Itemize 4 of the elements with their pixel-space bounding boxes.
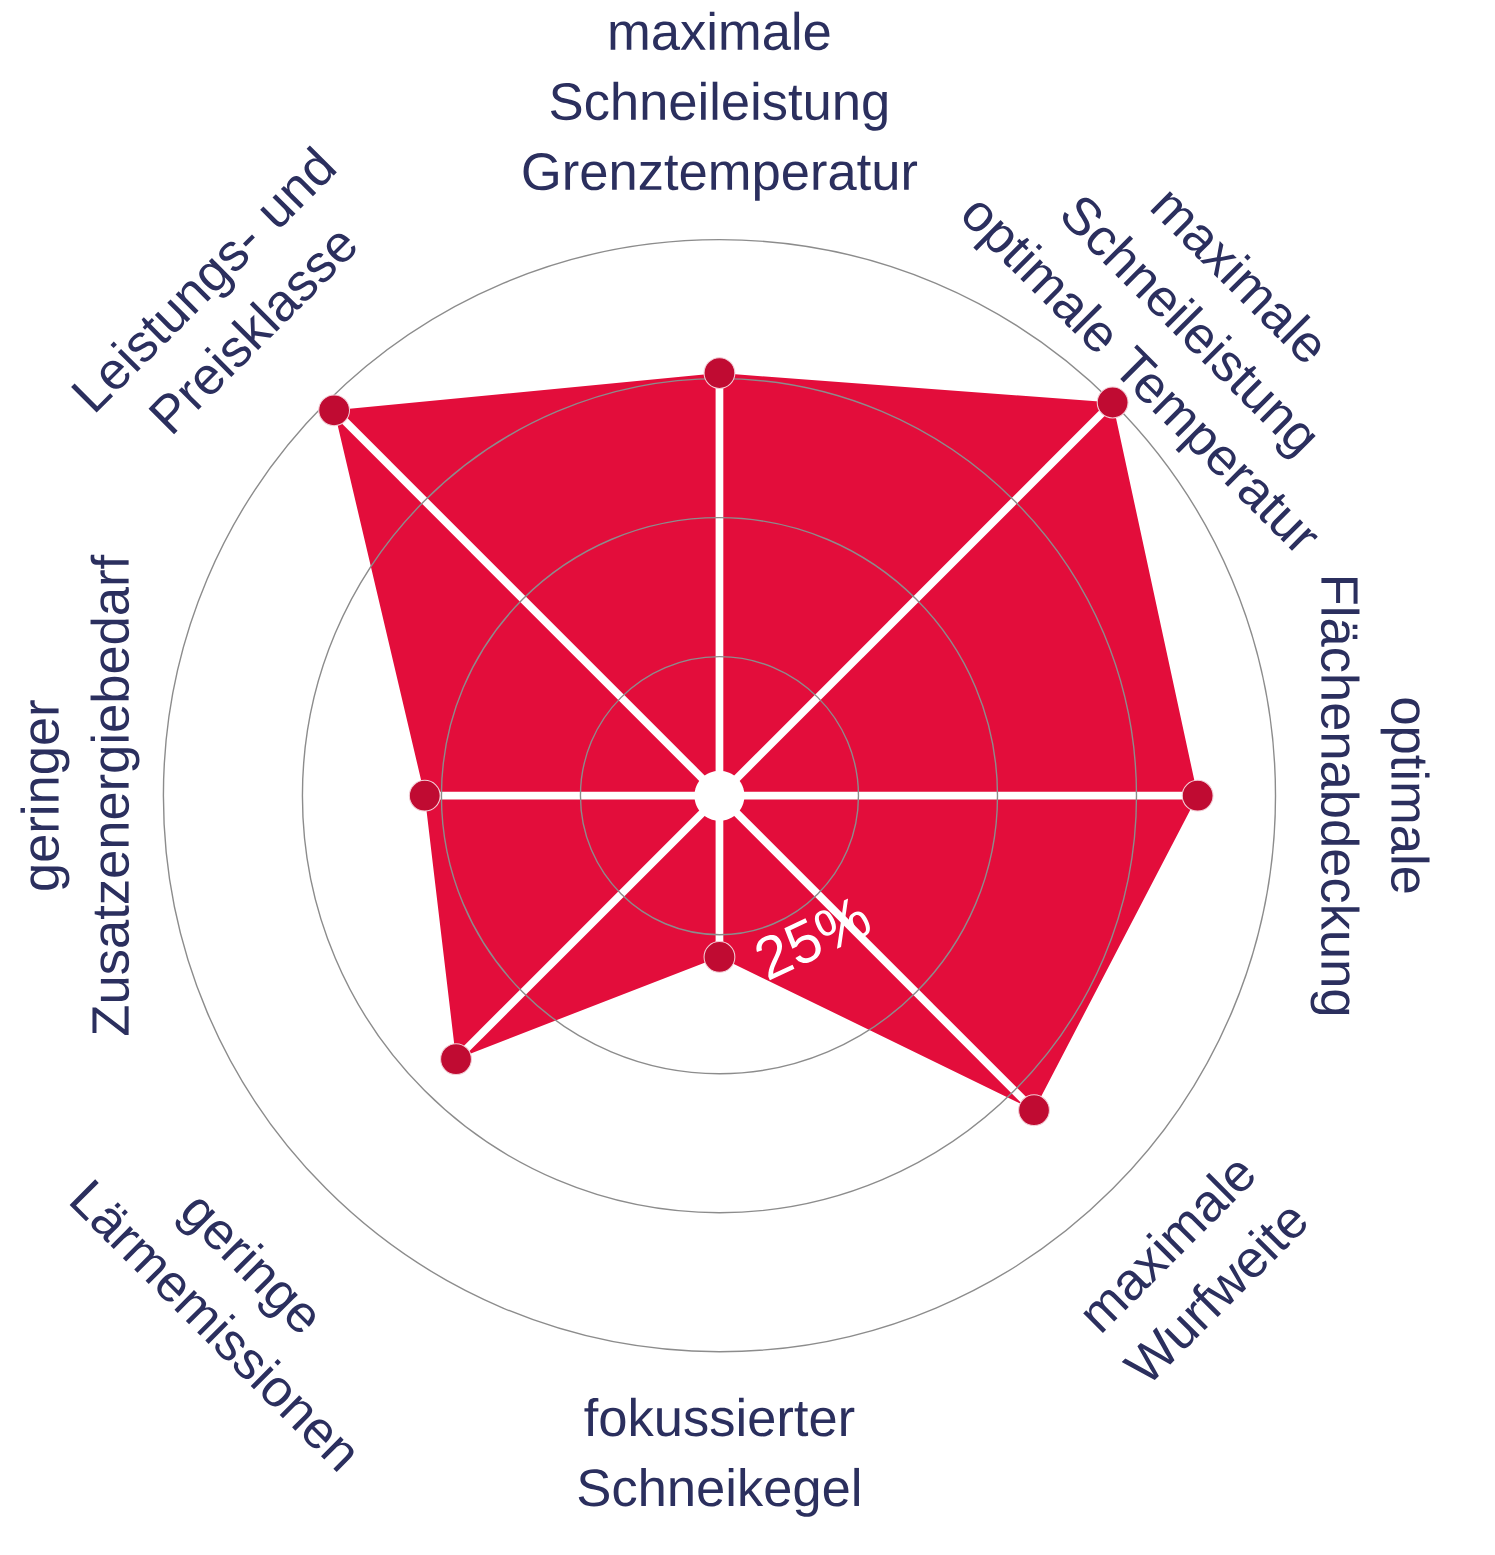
spoke-label: maximale Schneileistung Grenztemperatur bbox=[523, 11, 918, 201]
spoke-label: geringer Zusatzenergiebedarf bbox=[20, 554, 140, 1035]
spoke-label: fokussierter Schneikegel bbox=[578, 1397, 860, 1517]
spoke-label: optimale Flächenabdeckung bbox=[1310, 577, 1430, 1015]
